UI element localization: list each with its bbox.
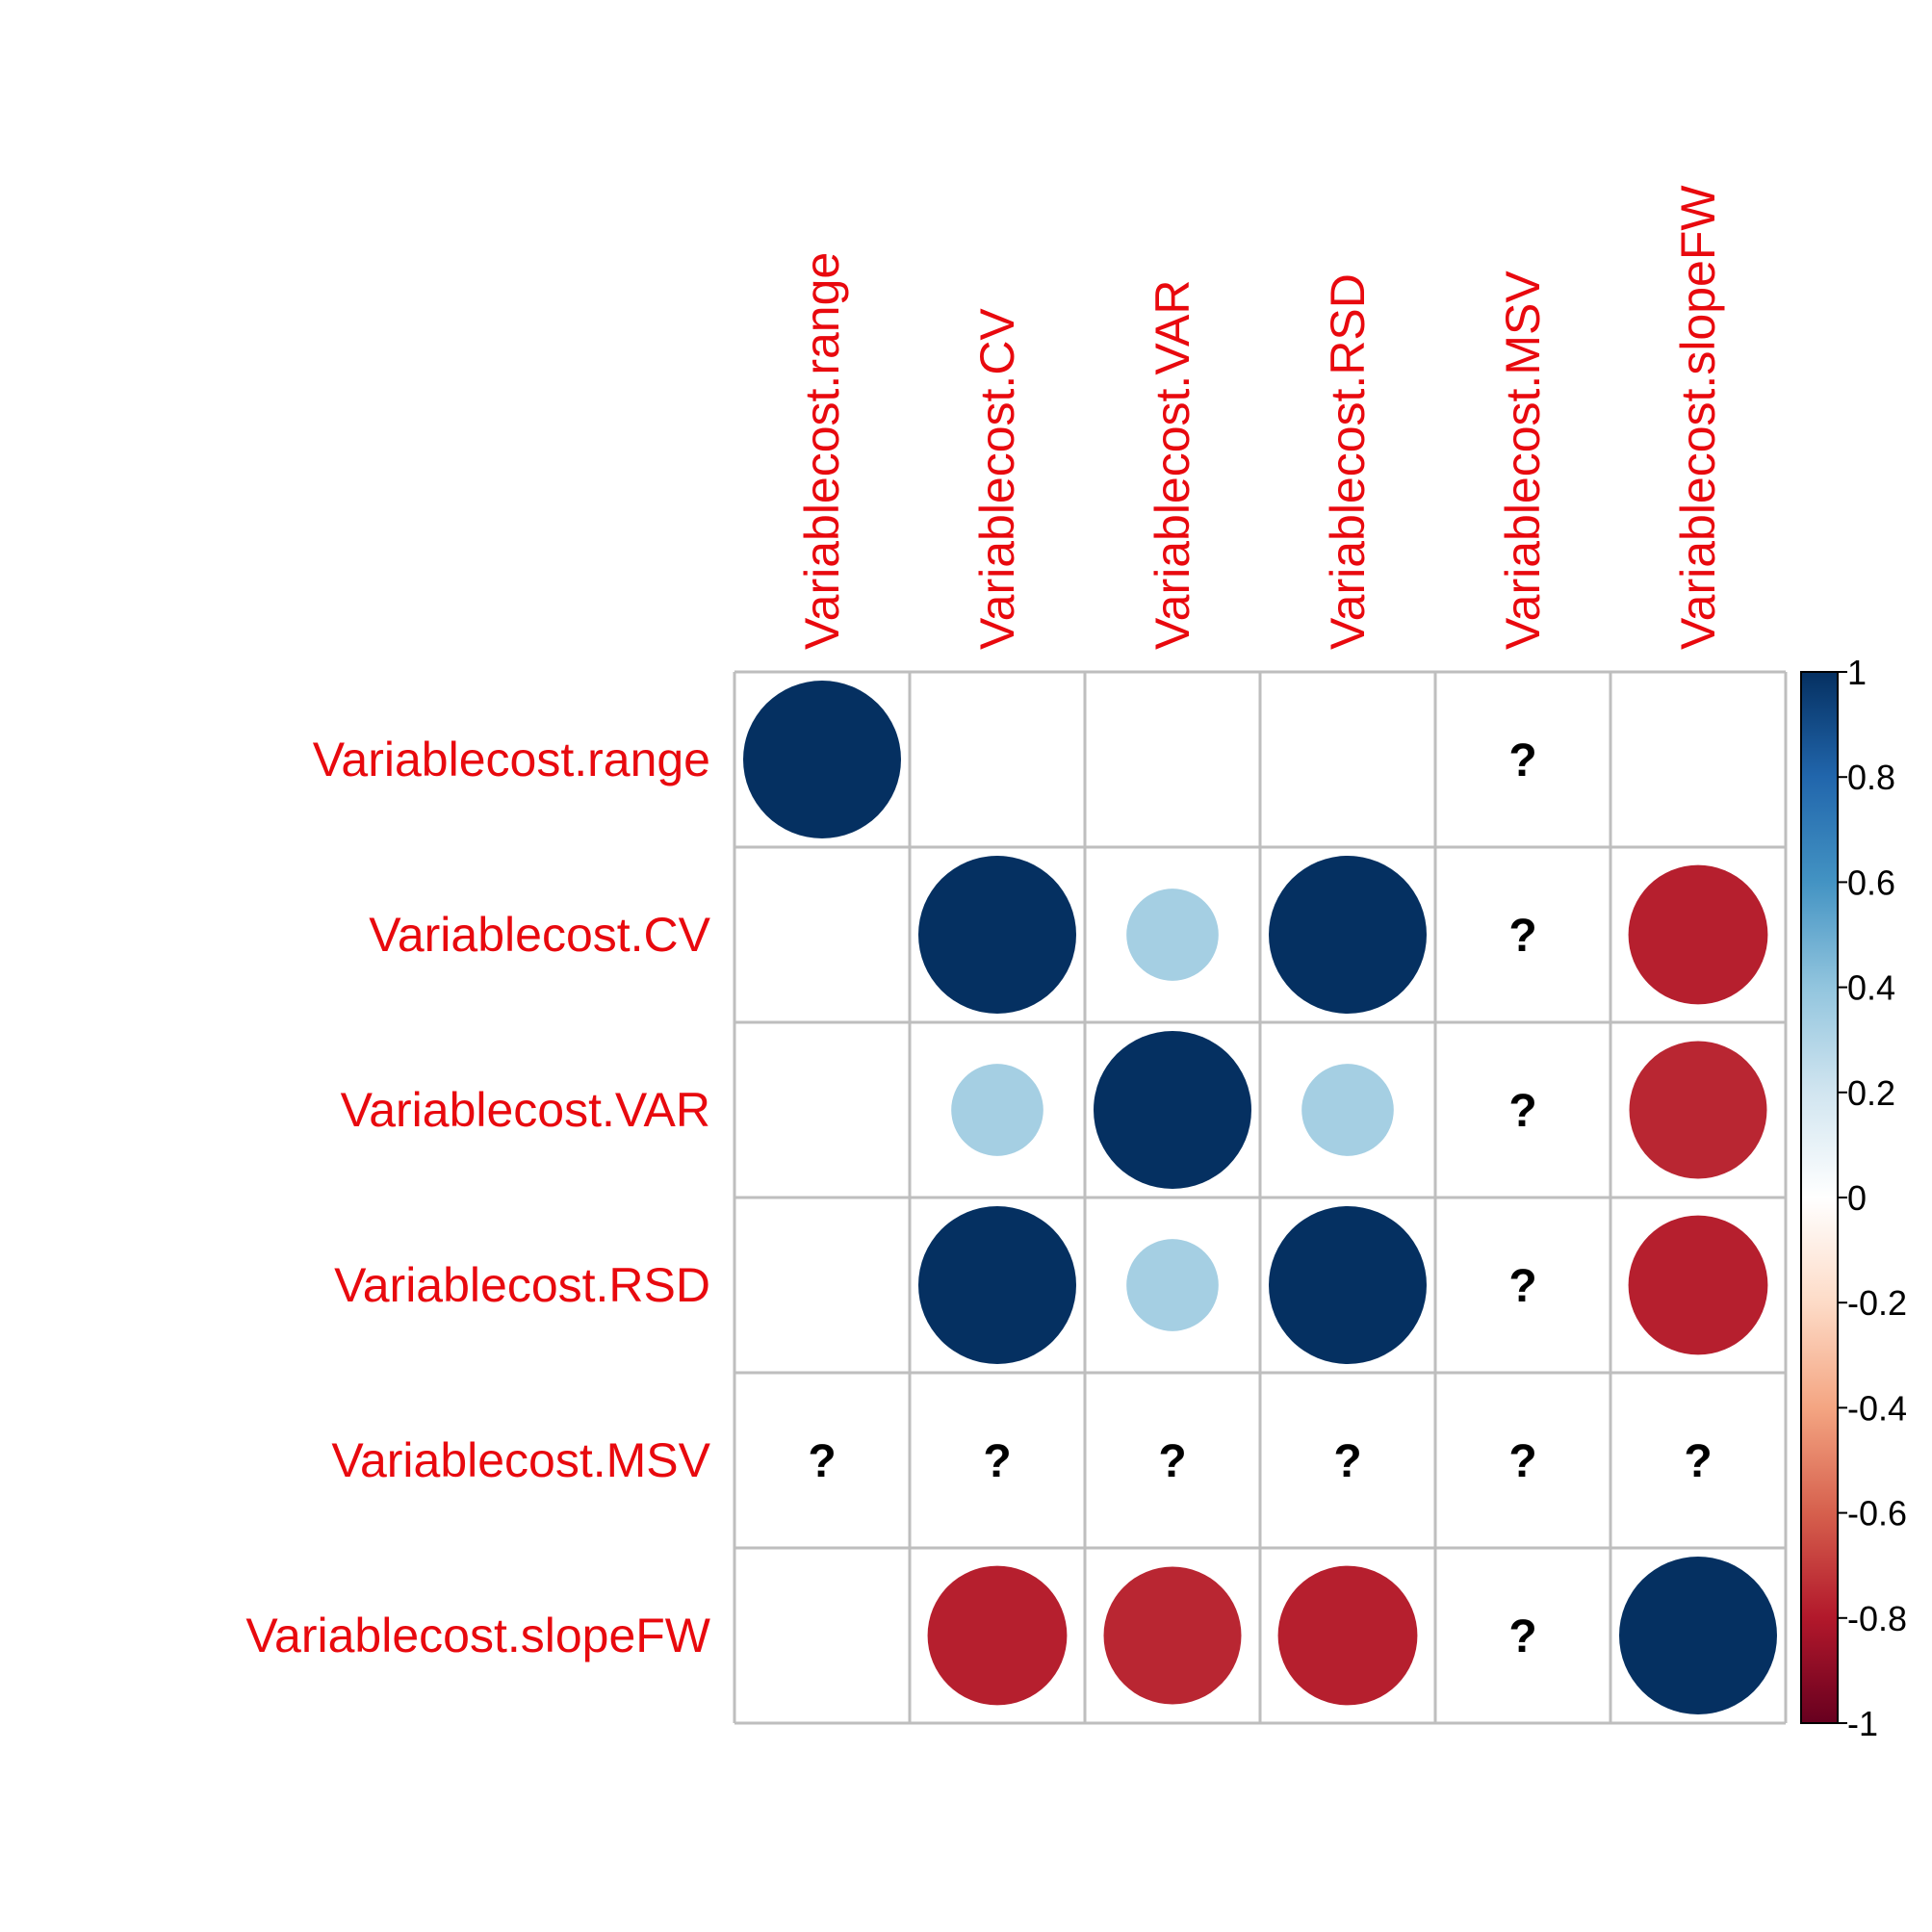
correlation-circle: [918, 1206, 1076, 1364]
correlation-circle: [951, 1064, 1043, 1156]
na-marker: ?: [1508, 1261, 1536, 1312]
colorbar-gradient: [1800, 671, 1839, 1724]
row-label: Variablecost.CV: [369, 908, 710, 962]
na-marker: ?: [1508, 1436, 1536, 1487]
colorbar-tick-label: -0.6: [1847, 1494, 1907, 1533]
correlation-circle: [1629, 1041, 1767, 1179]
colorbar-tick-label: -0.2: [1847, 1283, 1907, 1323]
correlation-circle: [1628, 1215, 1768, 1355]
correlation-circle: [1269, 856, 1427, 1014]
row-labels: Variablecost.range Variablecost.CV Variabl…: [245, 733, 710, 1662]
correlation-circle: [1126, 1239, 1219, 1331]
row-label: Variablecost.slopeFW: [245, 1609, 710, 1662]
correlation-circle: [1619, 1557, 1777, 1714]
correlation-circle: [918, 856, 1076, 1014]
correlation-circle: [1301, 1064, 1394, 1156]
correlation-circle: [1277, 1565, 1418, 1706]
colorbar-tick-label: 0.4: [1847, 968, 1895, 1008]
colorbar-tick-label: 0: [1847, 1178, 1867, 1218]
colorbar-tick-label: 0.6: [1847, 863, 1895, 902]
colorbar-tick-label: 0.8: [1847, 758, 1895, 797]
row-label: Variablecost.VAR: [341, 1083, 710, 1137]
correlation-circle: [743, 681, 901, 838]
colorbar-tick-label: -0.4: [1847, 1388, 1907, 1428]
colorbar-tick-label: 1: [1847, 653, 1867, 692]
column-label: Variablecost.MSV: [1496, 270, 1550, 650]
colorbar-tick-label: -0.8: [1847, 1599, 1907, 1638]
column-label: Variablecost.RSD: [1321, 273, 1375, 650]
colorbar-tick-label: 0.2: [1847, 1073, 1895, 1113]
correlation-circle: [1628, 864, 1768, 1005]
na-marker: ?: [1508, 911, 1536, 962]
na-marker: ?: [1333, 1436, 1361, 1487]
row-label: Variablecost.range: [313, 733, 710, 786]
column-label: Variablecost.range: [795, 252, 849, 650]
color-legend: 1 0.8 0.6 0.4 0.2 0 -0.2 -0.4 -0.6 -0.8 -1: [1800, 653, 1907, 1743]
row-label: Variablecost.RSD: [334, 1258, 710, 1312]
column-label: Variablecost.slopeFW: [1671, 185, 1725, 650]
na-marker: ?: [1684, 1436, 1712, 1487]
column-label: Variablecost.CV: [970, 308, 1024, 650]
na-marker: ?: [808, 1436, 836, 1487]
correlation-circle: [1126, 889, 1219, 981]
column-labels: Variablecost.range Variablecost.CV Variabl…: [795, 185, 1725, 650]
correlation-circle: [927, 1565, 1068, 1706]
correlation-circle: [1269, 1206, 1427, 1364]
na-marker: ?: [1508, 735, 1536, 786]
row-label: Variablecost.MSV: [331, 1433, 710, 1487]
na-marker: ?: [1158, 1436, 1186, 1487]
matrix-cells: ???????????: [733, 670, 1788, 1725]
correlation-circle: [1103, 1566, 1242, 1705]
column-label: Variablecost.VAR: [1146, 280, 1199, 650]
na-marker: ?: [1508, 1611, 1536, 1662]
correlation-circle: [1094, 1031, 1251, 1189]
na-marker: ?: [1508, 1086, 1536, 1137]
colorbar-tick-label: -1: [1847, 1704, 1878, 1743]
na-marker: ?: [983, 1436, 1011, 1487]
